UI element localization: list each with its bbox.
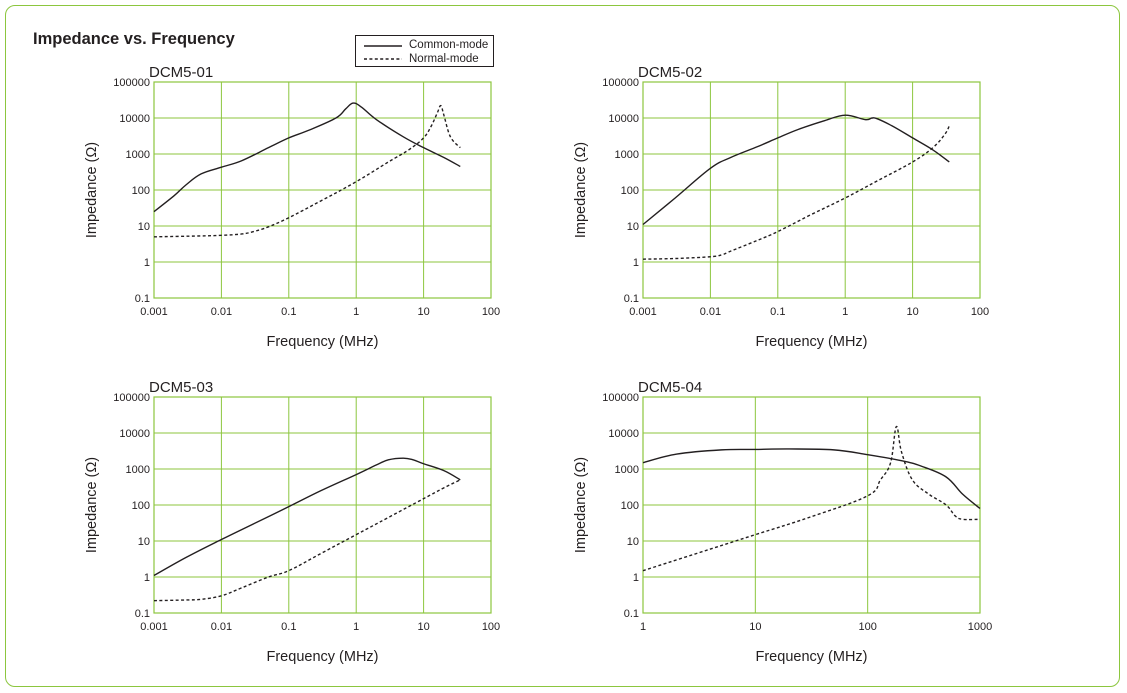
x-tick-label: 0.001 <box>140 621 168 633</box>
x-tick-label: 1 <box>640 621 646 633</box>
series-common-mode-line <box>153 102 461 213</box>
chart-dcm5-01: 0.001 0.01 0.1 1 10 100 0.1 1 10 100 1000 10000 1000… <box>84 64 500 350</box>
x-axis-label: Frequency (MHz) <box>756 649 868 665</box>
x-axis-label: Frequency (MHz) <box>267 334 379 350</box>
legend: Common-mode Normal-mode <box>355 35 494 67</box>
x-tick-label: 100 <box>482 306 500 318</box>
legend-item-common-mode: Common-mode <box>362 38 492 52</box>
x-tick-label: 100 <box>971 306 989 318</box>
y-axis-label: Impedance (Ω) <box>84 457 100 553</box>
series-common-mode-line <box>642 114 950 226</box>
dashed-line-swatch <box>364 58 402 60</box>
x-tick-label: 10 <box>417 621 429 633</box>
y-tick-label: 10000 <box>119 428 150 440</box>
plot-border <box>153 396 492 614</box>
chart-title: DCM5-04 <box>638 379 702 396</box>
x-tick-label: 0.001 <box>629 306 657 318</box>
y-tick-label: 0.1 <box>135 293 150 305</box>
chart-dcm5-04: 1 10 100 10000.1110100100010000100000DCM5-0… <box>573 379 992 665</box>
plot-border <box>642 396 981 614</box>
y-tick-label: 1 <box>633 257 639 269</box>
y-tick-label: 10 <box>627 536 639 548</box>
y-tick-label: 10000 <box>608 113 639 125</box>
solid-line-swatch <box>364 45 402 47</box>
y-tick-label: 10 <box>138 536 150 548</box>
x-tick-label: 0.1 <box>281 621 296 633</box>
y-tick-label: 1 <box>144 257 150 269</box>
legend-item-normal-mode: Normal-mode <box>362 52 492 66</box>
series-common-mode-line <box>153 457 461 577</box>
x-tick-label: 1 <box>842 306 848 318</box>
y-tick-label: 100 <box>132 500 150 512</box>
y-tick-label: 1000 <box>126 149 150 161</box>
x-tick-label: 1 <box>353 306 359 318</box>
x-tick-label: 1000 <box>968 621 992 633</box>
y-axis-label: Impedance (Ω) <box>84 142 100 238</box>
series-normal-mode-line <box>642 425 981 572</box>
y-tick-label: 0.1 <box>624 608 639 620</box>
y-tick-label: 100000 <box>113 392 150 404</box>
y-tick-label: 1000 <box>615 464 639 476</box>
x-tick-label: 0.01 <box>211 306 232 318</box>
y-tick-label: 10 <box>627 221 639 233</box>
x-axis-label: Frequency (MHz) <box>756 334 868 350</box>
y-tick-label: 10 <box>138 221 150 233</box>
y-axis-label: Impedance (Ω) <box>573 142 589 238</box>
x-axis-label: Frequency (MHz) <box>267 649 379 665</box>
series-normal-mode-line <box>153 479 461 602</box>
chart-dcm5-03: 0.001 0.01 0.1 1 10 100 0.1 1 10 100 1000 10000 1000… <box>84 379 500 665</box>
x-tick-label: 1 <box>353 621 359 633</box>
x-tick-label: 100 <box>482 621 500 633</box>
page-title: Impedance vs. Frequency <box>33 30 235 48</box>
x-tick-label: 10 <box>417 306 429 318</box>
chart-dcm5-02: 0.001 0.01 0.1 1 10 100 0.1 1 10 100 1000 10000 1000… <box>573 64 989 350</box>
plot-border <box>153 81 492 299</box>
y-tick-label: 100000 <box>602 77 639 89</box>
x-tick-label: 0.1 <box>281 306 296 318</box>
y-tick-label: 100000 <box>602 392 639 404</box>
y-tick-label: 100000 <box>113 77 150 89</box>
y-tick-label: 1 <box>144 572 150 584</box>
figure-frame <box>5 5 1120 687</box>
x-tick-label: 10 <box>749 621 761 633</box>
y-tick-label: 1000 <box>126 464 150 476</box>
y-tick-label: 100 <box>132 185 150 197</box>
y-tick-label: 0.1 <box>624 293 639 305</box>
y-tick-label: 100 <box>621 185 639 197</box>
x-tick-label: 0.001 <box>140 306 168 318</box>
x-tick-label: 0.1 <box>770 306 785 318</box>
x-tick-label: 10 <box>906 306 918 318</box>
plot-border <box>642 81 981 299</box>
y-tick-label: 10000 <box>608 428 639 440</box>
legend-label-common-mode: Common-mode <box>409 39 489 51</box>
y-tick-label: 10000 <box>119 113 150 125</box>
x-tick-label: 100 <box>858 621 876 633</box>
y-tick-label: 100 <box>621 500 639 512</box>
chart-title: DCM5-03 <box>149 379 213 396</box>
chart-title: DCM5-02 <box>638 64 702 81</box>
y-tick-label: 1 <box>633 572 639 584</box>
x-tick-label: 0.01 <box>211 621 232 633</box>
legend-label-normal-mode: Normal-mode <box>409 53 479 65</box>
series-normal-mode-line <box>153 104 461 238</box>
series-normal-mode-line <box>642 125 950 260</box>
y-tick-label: 0.1 <box>135 608 150 620</box>
y-axis-label: Impedance (Ω) <box>573 457 589 553</box>
y-tick-label: 1000 <box>615 149 639 161</box>
x-tick-label: 0.01 <box>700 306 721 318</box>
series-common-mode-line <box>642 448 981 510</box>
chart-title: DCM5-01 <box>149 64 213 81</box>
